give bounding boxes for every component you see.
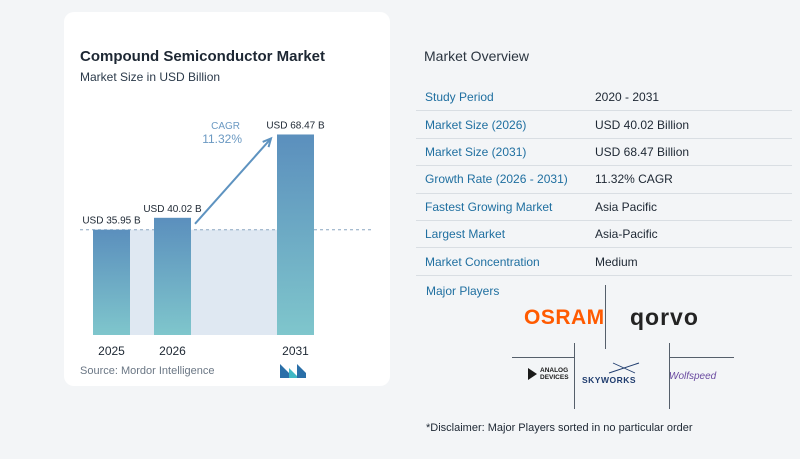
- overview-value: 2020 - 2031: [595, 84, 792, 112]
- overview-value: USD 68.47 Billion: [595, 138, 792, 167]
- overview-title: Market Overview: [424, 48, 530, 64]
- x-tick-label: 2031: [282, 344, 309, 358]
- overview-value: USD 40.02 Billion: [595, 110, 792, 139]
- overview-label: Fastest Growing Market: [416, 193, 595, 221]
- bar-2025: [93, 229, 130, 335]
- bar-chart: USD 35.95 B 2025 USD 40.02 B 2026 USD 68.47 …: [80, 120, 374, 358]
- source-label: Source: Mordor Intelligence: [80, 365, 215, 377]
- disclaimer: *Disclaimer: Major Players sorted in no …: [426, 422, 693, 434]
- grid-divider: [669, 343, 670, 409]
- chart-title: Compound Semiconductor Market: [80, 48, 326, 65]
- cagr-arrow-line: [194, 137, 272, 225]
- overview-label: Growth Rate (2026 - 2031): [416, 165, 595, 194]
- grid-divider: [512, 357, 574, 358]
- bar-value-label: USD 68.47 B: [266, 120, 325, 131]
- overview-row: Growth Rate (2026 - 2031) 11.32% CAGR: [416, 165, 792, 194]
- adi-text-line1: ANALOG: [540, 367, 569, 374]
- chart-subtitle: Market Size in USD Billion: [80, 70, 221, 84]
- overview-row: Largest Market Asia-Pacific: [416, 220, 792, 249]
- market-overview-panel: Market Overview Study Period 2020 - 2031 M…: [416, 0, 800, 459]
- overview-row: Fastest Growing Market Asia Pacific: [416, 193, 792, 221]
- overview-row: Study Period 2020 - 2031: [416, 84, 792, 112]
- overview-label: Study Period: [416, 84, 595, 112]
- grid-divider: [574, 343, 575, 409]
- osram-logo: OSRAM: [524, 306, 605, 329]
- grid-divider: [670, 357, 734, 358]
- overview-row: Market Concentration Medium: [416, 247, 792, 276]
- bar-2026: [154, 217, 191, 335]
- wolfspeed-logo: Wolfspeed: [669, 371, 717, 382]
- overview-value: Asia-Pacific: [595, 220, 792, 249]
- overview-label: Market Size (2026): [416, 110, 595, 139]
- overview-table: Study Period 2020 - 2031 Market Size (2026…: [416, 84, 792, 276]
- overview-value: Asia Pacific: [595, 193, 792, 221]
- cagr-arrowhead-icon: [262, 136, 273, 148]
- adi-text-line2: DEVICES: [540, 374, 569, 381]
- major-players-grid: OSRAM qorvo ANALOG DEVICES SKYWORKS Wolf…: [512, 285, 734, 410]
- overview-label: Market Concentration: [416, 247, 595, 276]
- bar-2031: [277, 134, 314, 335]
- bar-value-label: USD 35.95 B: [82, 216, 141, 227]
- chart-card: Compound Semiconductor Market Market Siz…: [64, 12, 390, 386]
- mordor-logo-icon: [280, 364, 306, 378]
- major-players-title: Major Players: [426, 284, 500, 298]
- analog-devices-triangle-icon: [528, 368, 537, 380]
- overview-label: Largest Market: [416, 220, 595, 249]
- overview-value: 11.32% CAGR: [595, 165, 792, 194]
- bar-value-label: USD 40.02 B: [143, 204, 202, 215]
- x-tick-label: 2025: [98, 344, 125, 358]
- overview-row: Market Size (2026) USD 40.02 Billion: [416, 110, 792, 139]
- grid-divider: [605, 285, 606, 349]
- x-tick-label: 2026: [159, 344, 186, 358]
- overview-label: Market Size (2031): [416, 138, 595, 167]
- qorvo-logo: qorvo: [630, 304, 699, 330]
- overview-row: Market Size (2031) USD 68.47 Billion: [416, 138, 792, 167]
- analog-devices-logo: ANALOG DEVICES: [528, 367, 569, 381]
- skyworks-logo: SKYWORKS: [582, 375, 637, 385]
- cagr-label: CAGR: [211, 121, 240, 132]
- overview-value: Medium: [595, 247, 792, 276]
- skyworks-swoosh-icon: [608, 362, 640, 374]
- cagr-value: 11.32%: [202, 132, 242, 146]
